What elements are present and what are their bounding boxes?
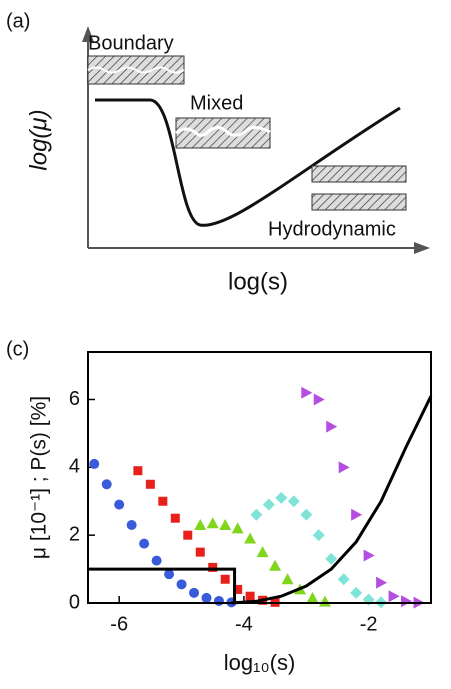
- panel-label: (a): [6, 10, 30, 32]
- marker: [139, 538, 150, 549]
- marker: [145, 479, 155, 489]
- panel-label: (c): [6, 338, 29, 360]
- marker: [306, 591, 319, 603]
- x-tick-label: -2: [360, 613, 378, 635]
- marker: [151, 555, 162, 566]
- marker: [301, 386, 313, 399]
- marker: [376, 576, 388, 589]
- marker: [325, 552, 338, 565]
- y-tick-label: 4: [69, 456, 80, 478]
- marker: [158, 496, 168, 506]
- marker: [300, 508, 313, 521]
- marker: [219, 518, 232, 530]
- marker: [269, 559, 282, 571]
- axis-label: log(s): [228, 268, 288, 295]
- x-axis-label: log₁₀(s): [224, 650, 296, 675]
- marker: [233, 584, 243, 594]
- marker: [245, 591, 255, 601]
- marker: [176, 579, 187, 590]
- marker: [318, 595, 331, 607]
- marker: [114, 499, 125, 510]
- stribeck-curve: [95, 98, 401, 227]
- marker: [201, 592, 212, 603]
- marker: [256, 546, 269, 558]
- y-tick-label: 6: [69, 388, 80, 410]
- marker: [213, 595, 224, 606]
- marker: [244, 532, 257, 544]
- marker: [250, 508, 263, 521]
- marker: [89, 458, 100, 469]
- x-tick-label: -6: [110, 613, 128, 635]
- marker: [312, 529, 325, 542]
- marker: [275, 491, 288, 504]
- x-tick-label: -4: [235, 613, 253, 635]
- marker: [206, 517, 219, 529]
- marker: [388, 590, 400, 603]
- marker: [326, 420, 338, 433]
- regime-label: Boundary: [88, 32, 174, 54]
- marker: [281, 573, 294, 585]
- marker: [363, 549, 375, 562]
- marker: [189, 587, 200, 598]
- marker: [164, 569, 175, 580]
- y-tick-label: 2: [69, 523, 80, 545]
- marker: [195, 547, 205, 557]
- line: [231, 395, 433, 605]
- marker: [101, 479, 112, 490]
- marker: [313, 393, 325, 406]
- marker: [183, 530, 193, 540]
- marker: [337, 573, 350, 586]
- regime-label: Hydrodynamic: [268, 218, 396, 240]
- y-tick-label: 0: [69, 591, 80, 613]
- marker: [170, 513, 180, 523]
- marker: [350, 586, 363, 599]
- marker: [208, 562, 218, 572]
- surface-sketch: [87, 55, 407, 211]
- marker: [262, 498, 275, 511]
- plot-frame: [87, 351, 432, 604]
- marker: [338, 461, 350, 474]
- marker: [231, 522, 244, 534]
- marker: [126, 519, 137, 530]
- marker: [351, 508, 363, 521]
- marker: [133, 466, 143, 476]
- marker: [194, 518, 207, 530]
- marker: [401, 595, 413, 608]
- marker: [287, 495, 300, 508]
- regime-label: Mixed: [190, 92, 243, 114]
- line: [88, 567, 237, 603]
- axis-label: log(μ): [25, 109, 52, 170]
- y-axis-label: μ [10⁻¹] ; P(s) [%]: [28, 396, 51, 559]
- marker: [220, 574, 230, 584]
